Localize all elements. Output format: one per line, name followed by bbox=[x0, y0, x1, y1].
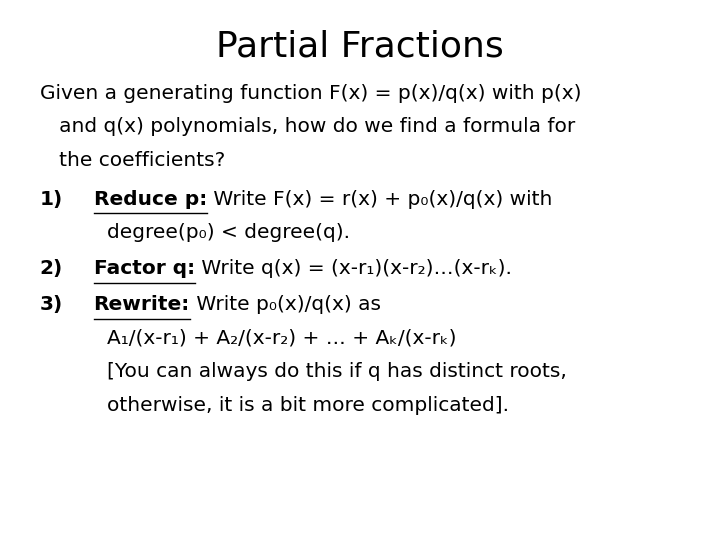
Text: Write p₀(x)/q(x) as: Write p₀(x)/q(x) as bbox=[190, 295, 381, 314]
Text: degree(p₀) < degree(q).: degree(p₀) < degree(q). bbox=[107, 223, 350, 242]
Text: Write q(x) = (x-r₁)(x-r₂)…(x-rₖ).: Write q(x) = (x-r₁)(x-r₂)…(x-rₖ). bbox=[194, 259, 512, 278]
Text: 3): 3) bbox=[40, 295, 63, 314]
Text: Given a generating function F(x) = p(x)/q(x) with p(x): Given a generating function F(x) = p(x)/… bbox=[40, 84, 581, 103]
Text: A₁/(x-r₁) + A₂/(x-r₂) + … + Aₖ/(x-rₖ): A₁/(x-r₁) + A₂/(x-r₂) + … + Aₖ/(x-rₖ) bbox=[107, 329, 456, 348]
Text: Write F(x) = r(x) + p₀(x)/q(x) with: Write F(x) = r(x) + p₀(x)/q(x) with bbox=[207, 190, 552, 208]
Text: Rewrite:: Rewrite: bbox=[94, 295, 190, 314]
Text: Factor q:: Factor q: bbox=[94, 259, 194, 278]
Text: otherwise, it is a bit more complicated].: otherwise, it is a bit more complicated]… bbox=[107, 396, 508, 415]
Text: Partial Fractions: Partial Fractions bbox=[216, 30, 504, 64]
Text: the coefficients?: the coefficients? bbox=[40, 151, 225, 170]
Text: 2): 2) bbox=[40, 259, 63, 278]
Text: [You can always do this if q has distinct roots,: [You can always do this if q has distinc… bbox=[107, 362, 567, 381]
Text: 1): 1) bbox=[40, 190, 63, 208]
Text: Reduce p:: Reduce p: bbox=[94, 190, 207, 208]
Text: and q(x) polynomials, how do we find a formula for: and q(x) polynomials, how do we find a f… bbox=[40, 117, 575, 136]
